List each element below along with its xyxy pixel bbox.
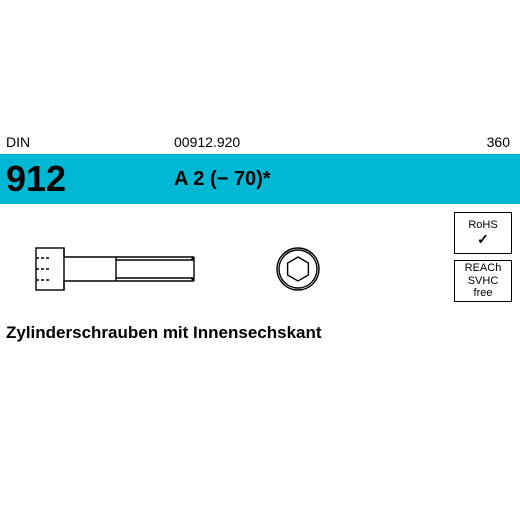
screw-diagram-icon xyxy=(34,220,344,318)
check-icon: ✓ xyxy=(477,231,489,247)
reach-line1: REACh xyxy=(465,262,502,275)
part-number: 00912.920 xyxy=(174,134,374,150)
reach-badge: REACh SVHC free xyxy=(454,260,512,302)
product-description: Zylinderschrauben mit Innensechskant xyxy=(0,323,520,343)
rohs-badge: RoHS ✓ xyxy=(454,212,512,254)
header-row: DIN 00912.920 360 xyxy=(0,130,520,154)
code: 360 xyxy=(374,134,520,150)
reach-line3: free xyxy=(474,287,493,300)
din-label: DIN xyxy=(0,134,174,150)
cyan-row: 912 A 2 (− 70)* xyxy=(0,154,520,204)
material-spec: A 2 (− 70)* xyxy=(174,168,271,191)
reach-line2: SVHC xyxy=(468,275,499,288)
product-card: DIN 00912.920 360 912 A 2 (− 70)* xyxy=(0,130,520,343)
din-number: 912 xyxy=(0,161,174,197)
rohs-text: RoHS xyxy=(468,219,497,232)
diagram-area: RoHS ✓ REACh SVHC free xyxy=(0,204,520,319)
